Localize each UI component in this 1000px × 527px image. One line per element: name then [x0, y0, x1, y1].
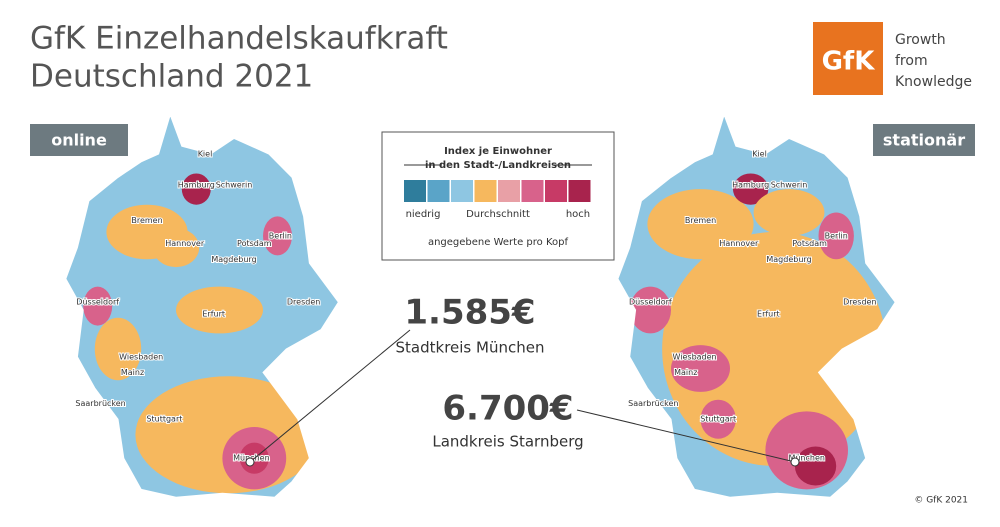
city-label: Kiel [752, 150, 767, 159]
city-label: Dresden [843, 298, 876, 307]
city-label: Düsseldorf [629, 298, 672, 307]
city-label: Düsseldorf [76, 298, 119, 307]
city-label: Magdeburg [766, 255, 811, 264]
legend-swatch [404, 180, 426, 202]
map-label-box [873, 124, 975, 156]
region [152, 228, 200, 268]
callout-place: Stadtkreis München [396, 339, 545, 357]
logo-tagline: Growth [895, 32, 946, 48]
city-label: Potsdam [792, 239, 827, 248]
callout-dot [245, 457, 255, 467]
city-label: Berlin [269, 231, 292, 240]
legend-swatch [474, 180, 497, 202]
region [671, 345, 730, 392]
city-label: Mainz [674, 368, 697, 377]
city-label: Erfurt [757, 309, 780, 318]
logo-tagline: from [895, 53, 928, 69]
city-label: Hannover [165, 239, 205, 248]
region [83, 286, 113, 326]
city-label: Hamburg [178, 181, 215, 190]
logo-tagline: Knowledge [895, 74, 972, 90]
region [753, 189, 825, 236]
region [700, 399, 736, 439]
legend-label: hoch [566, 209, 590, 220]
legend-title: Index je Einwohner [444, 146, 552, 157]
city-label: Erfurt [202, 309, 225, 318]
callout-value: 6.700€ [442, 389, 573, 429]
city-label: Dresden [287, 298, 320, 307]
logo-mark: GfK [822, 47, 876, 77]
germany-map [65, 115, 339, 498]
region [794, 446, 837, 486]
city-label: Kiel [198, 150, 213, 159]
title-line: GfK Einzelhandelskaufkraft [30, 21, 448, 57]
legend-swatch [521, 180, 544, 202]
city-label: Bremen [131, 216, 162, 225]
title-line: Deutschland 2021 [30, 59, 313, 95]
city-label: Schwerin [771, 181, 808, 190]
germany-map [617, 115, 896, 498]
legend-note: angegebene Werte pro Kopf [428, 237, 569, 248]
map-label: online [51, 131, 107, 150]
callout-line [576, 409, 796, 463]
map-outline [65, 113, 340, 498]
map-outline [617, 113, 896, 498]
city-label: Hamburg [732, 181, 769, 190]
region [176, 286, 263, 334]
legend-swatch [545, 180, 567, 202]
callout-line [249, 329, 411, 463]
city-label: Saarbrücken [628, 399, 678, 408]
region [647, 189, 754, 260]
city-label: Wiesbaden [673, 352, 717, 361]
city-label: Stuttgart [146, 415, 182, 424]
region [181, 173, 211, 205]
callout-place: Landkreis Starnberg [432, 433, 583, 451]
legend-label: niedrig [406, 209, 441, 220]
logo-box [813, 22, 883, 95]
city-label: Potsdam [237, 239, 272, 248]
city-label: Stuttgart [700, 415, 736, 424]
legend-title: in den Stadt-/Landkreisen [425, 160, 571, 171]
legend-swatch [498, 180, 520, 202]
city-label: Hannover [719, 239, 759, 248]
legend-swatch [568, 180, 591, 202]
region [818, 212, 854, 260]
city-label: Wiesbaden [119, 352, 163, 361]
region [94, 317, 142, 381]
legend-swatches [404, 180, 591, 202]
city-label: Bremen [685, 216, 716, 225]
copyright: © GfK 2021 [914, 496, 968, 506]
region [629, 286, 671, 334]
region [263, 216, 292, 256]
city-label: Saarbrücken [75, 399, 125, 408]
map-label-box [30, 124, 128, 156]
legend-swatch [427, 180, 450, 202]
callout-dot [790, 457, 800, 467]
map-label: stationär [883, 131, 965, 150]
city-label: München [788, 454, 825, 463]
city-label: Berlin [825, 231, 848, 240]
city-label: Mainz [121, 368, 144, 377]
city-label: Magdeburg [211, 255, 256, 264]
legend-label: Durchschnitt [466, 209, 530, 220]
legend-swatch [451, 180, 473, 202]
region [732, 173, 769, 205]
callout-value: 1.585€ [404, 293, 535, 333]
city-label: Schwerin [216, 181, 253, 190]
